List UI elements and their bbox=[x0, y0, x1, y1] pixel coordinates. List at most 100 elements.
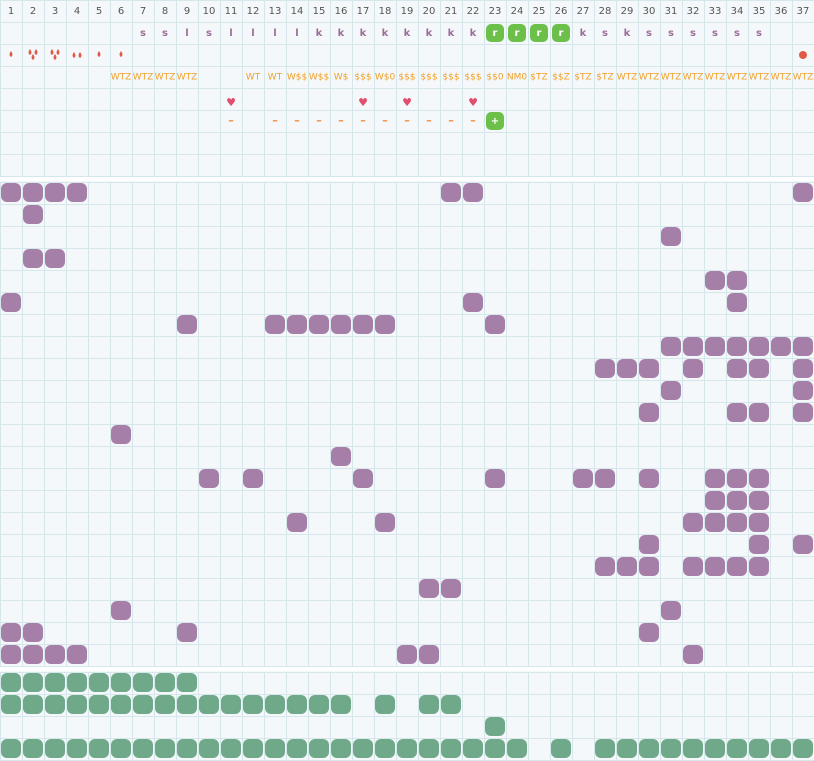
purple-blob bbox=[749, 557, 769, 576]
green-blob bbox=[23, 695, 43, 714]
purple-blob bbox=[793, 183, 813, 202]
tag: $$$ bbox=[398, 73, 415, 83]
purple-blob bbox=[639, 403, 659, 422]
green-blob bbox=[287, 695, 307, 714]
green-blob bbox=[199, 695, 219, 714]
tag: $$0 bbox=[486, 73, 503, 83]
purple-blob bbox=[683, 513, 703, 532]
purple-blob bbox=[639, 623, 659, 642]
green-blob bbox=[89, 695, 109, 714]
code: k bbox=[448, 28, 455, 39]
column-number: 36 bbox=[775, 6, 788, 17]
heart: ♥ bbox=[226, 96, 236, 109]
code: s bbox=[668, 28, 674, 39]
dash: – bbox=[272, 114, 278, 127]
green-blob bbox=[595, 739, 615, 758]
purple-blob bbox=[749, 491, 769, 510]
purple-blob bbox=[727, 293, 747, 312]
green-blob bbox=[111, 673, 131, 692]
purple-blob bbox=[1, 293, 21, 312]
green-blob bbox=[67, 673, 87, 692]
dash: – bbox=[470, 114, 476, 127]
dash: – bbox=[404, 114, 410, 127]
green-blob bbox=[133, 673, 153, 692]
column-number: 20 bbox=[423, 6, 436, 17]
purple-blob bbox=[683, 557, 703, 576]
column-number: 21 bbox=[445, 6, 458, 17]
green-blob bbox=[243, 695, 263, 714]
green-blob bbox=[309, 695, 329, 714]
green-blob bbox=[485, 739, 505, 758]
drop bbox=[97, 51, 101, 57]
tag: $TZ bbox=[530, 73, 547, 83]
dash: – bbox=[228, 114, 234, 127]
column-number: 14 bbox=[291, 6, 304, 17]
purple-blob bbox=[265, 315, 285, 334]
code: s bbox=[712, 28, 718, 39]
drop bbox=[119, 51, 123, 57]
purple-blob bbox=[749, 403, 769, 422]
green-blob bbox=[177, 695, 197, 714]
purple-blob bbox=[705, 513, 725, 532]
green-blob bbox=[375, 695, 395, 714]
purple-blob bbox=[793, 381, 813, 400]
green-blob bbox=[441, 739, 461, 758]
tag: WTZ bbox=[749, 73, 770, 83]
drop bbox=[72, 52, 76, 58]
purple-blob bbox=[639, 359, 659, 378]
code: k bbox=[624, 28, 631, 39]
green-blob bbox=[111, 695, 131, 714]
heart: ♥ bbox=[358, 96, 368, 109]
green-blob bbox=[89, 739, 109, 758]
green-blob bbox=[441, 695, 461, 714]
tag: WTZ bbox=[133, 73, 154, 83]
column-number: 24 bbox=[511, 6, 524, 17]
green-blob bbox=[639, 739, 659, 758]
column-number: 31 bbox=[665, 6, 678, 17]
column-number: 2 bbox=[30, 6, 36, 17]
purple-blob bbox=[705, 469, 725, 488]
purple-blob bbox=[727, 271, 747, 290]
code: s bbox=[162, 28, 168, 39]
purple-blob bbox=[595, 469, 615, 488]
green-blob bbox=[221, 695, 241, 714]
tag: W$0 bbox=[375, 73, 396, 83]
green-blob bbox=[419, 739, 439, 758]
green-blob bbox=[111, 739, 131, 758]
column-number: 30 bbox=[643, 6, 656, 17]
green-blob bbox=[23, 739, 43, 758]
plus: + bbox=[491, 116, 499, 127]
code: s bbox=[140, 28, 146, 39]
purple-blob bbox=[749, 513, 769, 532]
separator bbox=[0, 177, 814, 181]
purple-blob bbox=[287, 315, 307, 334]
code: s bbox=[734, 28, 740, 39]
green-blob bbox=[287, 739, 307, 758]
purple-blob bbox=[111, 601, 131, 620]
column-number: 9 bbox=[184, 6, 190, 17]
tag: WTZ bbox=[705, 73, 726, 83]
column-number: 16 bbox=[335, 6, 348, 17]
green-blob bbox=[133, 739, 153, 758]
column-number: 32 bbox=[687, 6, 700, 17]
tag: WTZ bbox=[727, 73, 748, 83]
tag: NM0 bbox=[507, 73, 527, 83]
purple-blob bbox=[23, 205, 43, 224]
green-blob bbox=[793, 739, 813, 758]
green-blob bbox=[155, 673, 175, 692]
green-blob bbox=[705, 739, 725, 758]
tag: WTZ bbox=[155, 73, 176, 83]
green-blob bbox=[67, 695, 87, 714]
heart: ♥ bbox=[402, 96, 412, 109]
green-tile bbox=[552, 24, 570, 42]
purple-blob bbox=[661, 601, 681, 620]
green-blob bbox=[749, 739, 769, 758]
purple-blob bbox=[749, 359, 769, 378]
purple-blob bbox=[463, 293, 483, 312]
column-number: 17 bbox=[357, 6, 370, 17]
code: k bbox=[316, 28, 323, 39]
drop bbox=[53, 54, 57, 60]
purple-blob bbox=[727, 491, 747, 510]
column-number: 29 bbox=[621, 6, 634, 17]
dash: – bbox=[316, 114, 322, 127]
